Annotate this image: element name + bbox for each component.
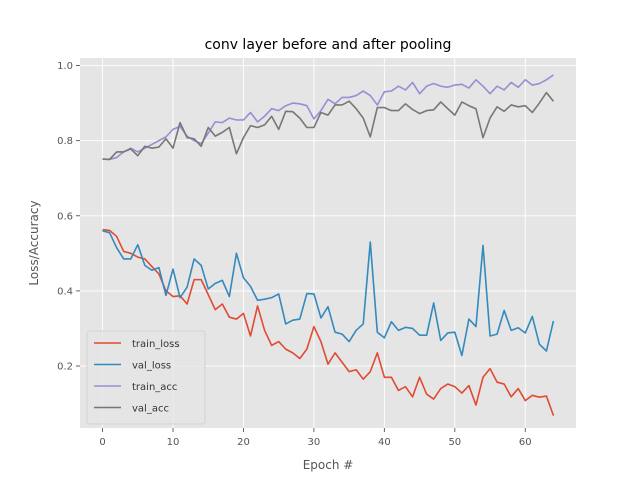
y-tick-label: 0.4 <box>57 286 73 297</box>
series-line-val-acc <box>102 91 555 161</box>
x-tick-label: 0 <box>99 437 105 448</box>
x-tick-label: 50 <box>448 437 461 448</box>
legend-label: train_acc <box>132 382 177 393</box>
chart-title: conv layer before and after pooling <box>205 37 452 53</box>
y-tick-label: 1.0 <box>57 61 73 72</box>
y-tick-label: 0.2 <box>57 362 73 373</box>
x-tick-label: 60 <box>519 437 532 448</box>
x-tick-label: 30 <box>308 437 321 448</box>
y-tick-label: 0.6 <box>57 211 73 222</box>
legend-box <box>86 330 206 425</box>
y-tick-label: 0.8 <box>57 136 73 147</box>
x-tick-label: 40 <box>378 437 391 448</box>
x-axis-label: Epoch # <box>303 458 354 472</box>
y-axis-label: Loss/Accuracy <box>27 200 41 285</box>
legend-label: train_loss <box>132 339 180 350</box>
legend: train_loss val_loss train_acc val_acc <box>86 330 206 425</box>
legend-label: val_loss <box>132 361 171 372</box>
series-line-val-loss <box>102 230 555 357</box>
series-line-train-acc <box>102 74 554 161</box>
x-axis-ticks: 0 10 20 30 40 50 60 <box>99 428 532 448</box>
series-line-train-loss <box>102 228 555 416</box>
legend-label: val_acc <box>132 404 169 415</box>
x-tick-label: 20 <box>237 437 250 448</box>
series-layer <box>102 74 555 416</box>
y-axis-ticks: 0.2 0.4 0.6 0.8 1.0 <box>57 61 80 373</box>
x-tick-label: 10 <box>167 437 180 448</box>
